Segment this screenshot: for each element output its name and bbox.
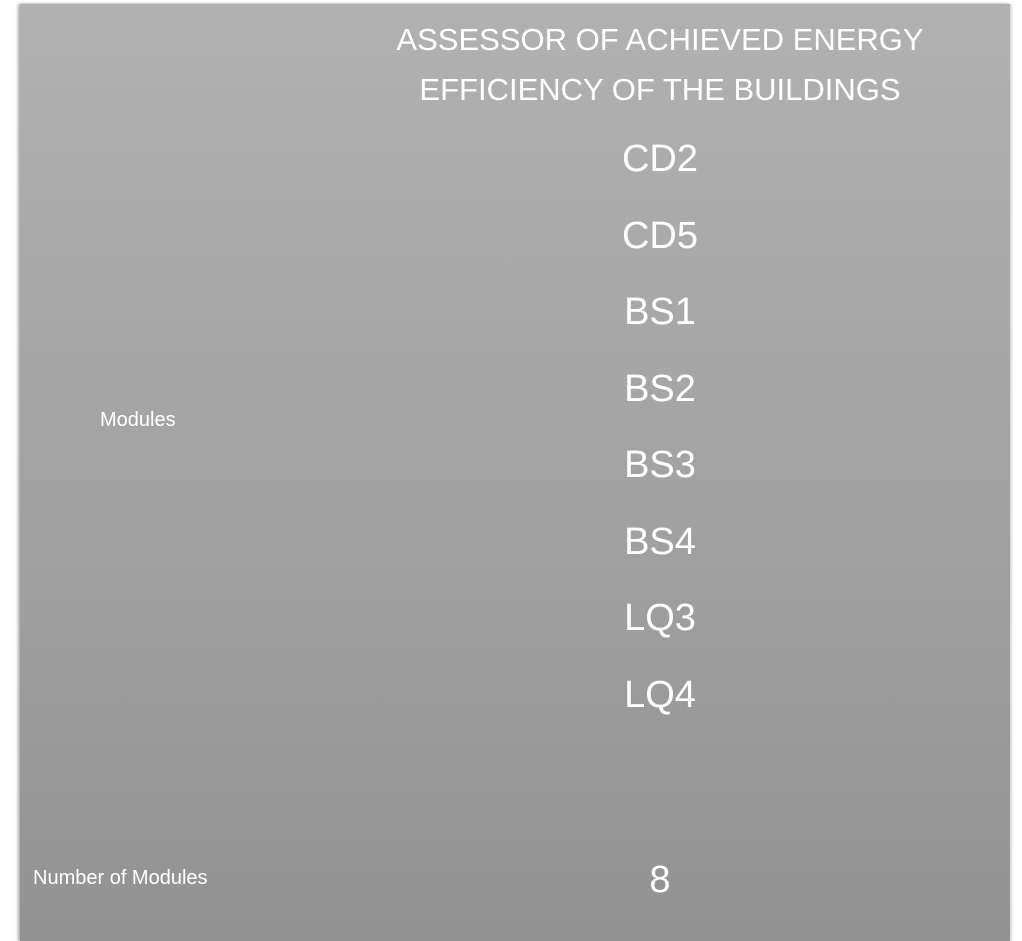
panel: ASSESSOR OF ACHIEVED ENERGY EFFICIENCY O… bbox=[20, 4, 1010, 941]
module-code: BS4 bbox=[624, 520, 696, 563]
title-line: ASSESSOR OF ACHIEVED ENERGY bbox=[396, 22, 924, 57]
row-label: Modules bbox=[100, 409, 176, 431]
module-code: CD2 bbox=[621, 138, 699, 180]
module-code: LQ4 bbox=[624, 673, 696, 716]
module-code: BS3 bbox=[624, 444, 696, 486]
title-line: EFFICIENCY OF THE BUILDINGS bbox=[419, 72, 901, 107]
module-code: BS1 bbox=[624, 291, 696, 333]
module-code: LQ3 bbox=[624, 597, 696, 639]
module-count: 8 bbox=[649, 859, 671, 901]
module-code: BS2 bbox=[624, 367, 696, 410]
row-label: Number of Modules bbox=[33, 867, 208, 889]
module-code: CD5 bbox=[621, 214, 699, 257]
